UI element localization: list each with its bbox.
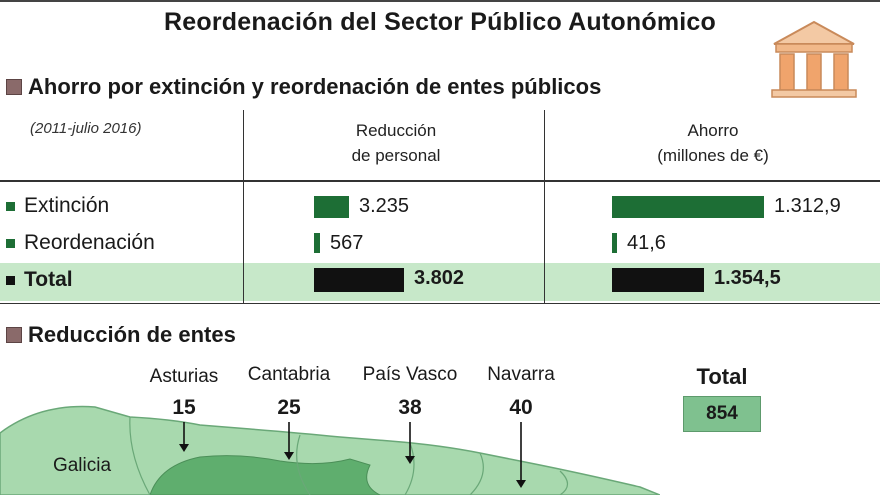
arrow-down-icon [405, 422, 415, 464]
section-heading-text: Ahorro por extinción y reordenación de e… [28, 74, 602, 99]
arrow-down-icon [516, 422, 526, 488]
region-value: 38 [398, 396, 422, 419]
bar-value-label: 1.312,9 [774, 195, 841, 217]
total-entes-box: 854 [683, 396, 761, 432]
section-heading-text: Reducción de entes [28, 322, 236, 347]
building-columns-icon [771, 20, 857, 98]
arrow-down-icon [284, 422, 294, 460]
region-name: Asturias [149, 366, 219, 387]
bar-personal-0 [314, 196, 349, 218]
header-divider [0, 180, 880, 182]
row-label-reordenacion: Reordenación [6, 231, 155, 255]
bar-ahorro-2 [612, 268, 704, 292]
bar-ahorro-1 [612, 233, 617, 253]
page-title: Reordenación del Sector Público Autonómi… [164, 8, 716, 36]
arrow-down-icon [179, 422, 189, 452]
bar-value-label: 3.802 [414, 267, 465, 289]
column-header-ahorro: Ahorro (millones de €) [546, 118, 880, 168]
column-header-personal: Reducción de personal [246, 118, 546, 168]
top-rule [0, 0, 880, 2]
row-label-extincion: Extinción [6, 194, 109, 218]
row-bullet-icon [6, 201, 15, 211]
region-name: Galicia [52, 455, 112, 476]
region-value: 40 [509, 396, 533, 419]
section-marker-icon [6, 327, 22, 343]
bar-personal-2 [314, 268, 404, 292]
region-name: País Vasco [362, 364, 458, 385]
section-heading-ahorro: Ahorro por extinción y reordenación de e… [6, 74, 601, 100]
bar-value-label: 567 [330, 232, 364, 254]
column-header-personal-line1: Reducción [355, 121, 437, 140]
column-header-ahorro-line1: Ahorro [687, 121, 739, 140]
bar-ahorro-0 [612, 196, 764, 218]
total-row-band [0, 263, 880, 301]
region-value: 25 [277, 396, 301, 419]
column-divider-1 [243, 110, 244, 303]
row-bullet-icon [6, 238, 15, 248]
row-label-text: Extinción [24, 194, 110, 217]
column-divider-2 [544, 110, 545, 303]
period-label: (2011-julio 2016) [30, 120, 142, 137]
row-bullet-icon [6, 275, 15, 285]
bar-value-label: 41,6 [627, 232, 666, 254]
region-name: Cantabria [247, 364, 331, 385]
bar-value-label: 3.235 [359, 195, 410, 217]
region-value: 15 [172, 396, 196, 419]
row-label-text: Reordenación [24, 231, 155, 254]
row-label-total: Total [6, 268, 73, 292]
section-heading-entes: Reducción de entes [6, 322, 236, 348]
bar-personal-1 [314, 233, 320, 253]
table-bottom-rule [0, 303, 880, 304]
column-header-ahorro-line2: (millones de €) [657, 146, 769, 165]
bar-value-label: 1.354,5 [714, 267, 781, 289]
section-marker-icon [6, 79, 22, 95]
row-label-text: Total [24, 268, 73, 291]
column-header-personal-line2: de personal [351, 146, 441, 165]
spain-north-map [0, 405, 660, 495]
total-entes-label: Total [696, 364, 748, 389]
region-name: Navarra [487, 364, 555, 385]
